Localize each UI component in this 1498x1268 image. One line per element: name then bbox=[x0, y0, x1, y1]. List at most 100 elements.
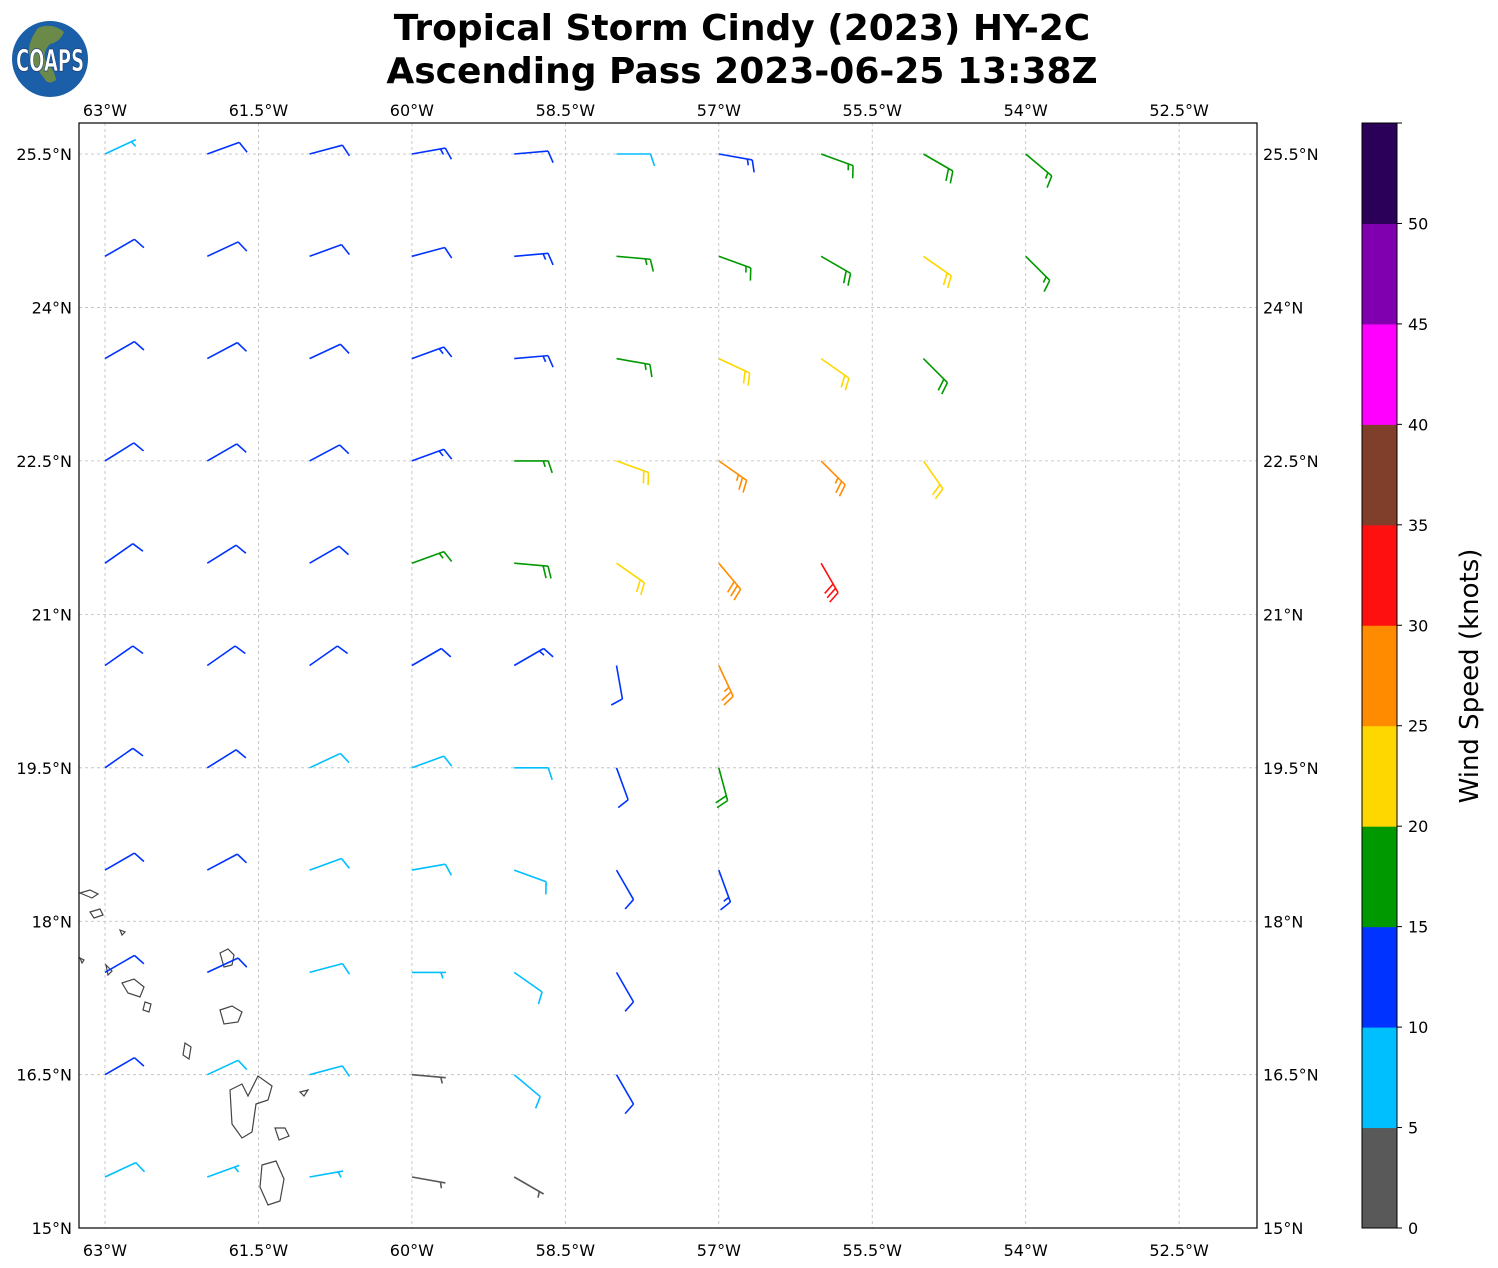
wind-barb bbox=[719, 154, 754, 172]
wind-barb bbox=[207, 646, 245, 666]
lon-tick-label-top: 57°W bbox=[697, 101, 741, 120]
wind-barb bbox=[412, 248, 452, 259]
barb-full bbox=[134, 1058, 143, 1066]
barb-full bbox=[650, 365, 652, 378]
barb-staff bbox=[105, 443, 134, 461]
barb-full bbox=[1044, 280, 1050, 291]
wind-barb bbox=[310, 858, 350, 870]
wind-barb bbox=[310, 245, 350, 257]
wind-barb bbox=[716, 768, 728, 808]
wind-barb bbox=[719, 666, 733, 706]
wind-barb bbox=[310, 546, 349, 563]
barb-half bbox=[539, 651, 544, 655]
barb-staff bbox=[310, 858, 342, 870]
lon-tick-label-top: 58.5°W bbox=[536, 101, 596, 120]
wind-barb bbox=[617, 972, 634, 1011]
colorbar-segment bbox=[1362, 123, 1397, 224]
barb-staff bbox=[105, 748, 133, 768]
wind-barb bbox=[923, 256, 951, 288]
wind-barb bbox=[821, 359, 849, 391]
barb-full bbox=[845, 378, 849, 390]
barb-full bbox=[942, 383, 948, 394]
barb-staff bbox=[207, 958, 238, 972]
barb-full bbox=[743, 480, 747, 492]
barb-staff bbox=[923, 359, 947, 383]
barb-staff bbox=[617, 870, 634, 899]
wind-barb bbox=[207, 1165, 239, 1177]
barb-staff bbox=[923, 154, 952, 171]
barb-full bbox=[841, 375, 845, 387]
barb-full bbox=[134, 955, 143, 963]
wind-barb bbox=[412, 552, 452, 564]
barb-staff bbox=[310, 145, 343, 154]
barb-staff bbox=[514, 1075, 540, 1097]
wind-barb bbox=[719, 870, 731, 910]
title-line-2: Ascending Pass 2023-06-25 13:38Z bbox=[386, 51, 1097, 92]
lat-tick-label-right: 22.5°N bbox=[1263, 452, 1319, 471]
barb-half bbox=[543, 356, 546, 362]
barb-full bbox=[543, 566, 546, 578]
barb-full bbox=[441, 649, 450, 657]
lat-tick-label-right: 16.5°N bbox=[1263, 1066, 1319, 1085]
lat-tick-label-right: 18°N bbox=[1263, 912, 1303, 931]
barb-half bbox=[131, 142, 135, 147]
colorbar-segment bbox=[1362, 726, 1397, 827]
lon-tick-label-bottom: 55.5°W bbox=[843, 1241, 903, 1260]
barb-staff bbox=[310, 546, 339, 563]
barb-staff bbox=[514, 563, 548, 566]
lat-tick-label-left: 24°N bbox=[32, 298, 72, 317]
lon-tick-label-bottom: 54°W bbox=[1004, 1241, 1048, 1260]
barb-full bbox=[611, 699, 622, 705]
colorbar-segment bbox=[1362, 1128, 1397, 1229]
barb-staff bbox=[617, 768, 629, 800]
barb-staff bbox=[207, 242, 238, 256]
barb-staff bbox=[719, 256, 751, 268]
wind-barb bbox=[412, 864, 452, 875]
barb-full bbox=[625, 1104, 633, 1113]
barb-full bbox=[938, 379, 944, 390]
barb-full bbox=[237, 343, 246, 352]
barb-full bbox=[235, 646, 245, 654]
wind-barb bbox=[310, 1171, 343, 1177]
barb-staff bbox=[617, 256, 651, 259]
barb-full bbox=[651, 154, 655, 166]
colorbar-tick-label: 35 bbox=[1408, 516, 1428, 535]
colorbar-segment bbox=[1362, 625, 1397, 726]
barb-full bbox=[134, 239, 143, 247]
lat-tick-label-left: 15°N bbox=[32, 1219, 72, 1238]
lat-tick-label-right: 19.5°N bbox=[1263, 759, 1319, 778]
barb-full bbox=[744, 371, 745, 384]
wind-barb bbox=[821, 563, 838, 602]
wind-barb bbox=[514, 1177, 543, 1198]
barb-full bbox=[637, 580, 641, 592]
barb-staff bbox=[719, 461, 747, 481]
lon-tick-label-bottom: 60°W bbox=[390, 1241, 434, 1260]
barb-half bbox=[645, 259, 646, 265]
barb-staff bbox=[514, 649, 543, 666]
barb-half bbox=[724, 897, 729, 901]
barb-full bbox=[133, 748, 143, 756]
barb-full bbox=[236, 750, 246, 758]
barb-full bbox=[342, 245, 350, 255]
barb-staff bbox=[923, 461, 943, 489]
wind-barb bbox=[207, 142, 247, 154]
wind-barb bbox=[923, 359, 947, 394]
barb-full bbox=[444, 449, 452, 459]
barb-staff bbox=[105, 1163, 136, 1177]
barb-staff bbox=[719, 563, 741, 589]
barb-full bbox=[337, 646, 347, 654]
barb-full bbox=[339, 546, 348, 554]
barb-full bbox=[445, 864, 451, 875]
wind-barb bbox=[821, 256, 850, 285]
barb-staff bbox=[719, 768, 728, 801]
wind-barb bbox=[514, 870, 546, 894]
wind-barb bbox=[310, 344, 350, 358]
wind-barb bbox=[105, 955, 144, 972]
barb-full bbox=[342, 964, 349, 975]
wind-barb bbox=[923, 461, 943, 499]
barb-half bbox=[747, 159, 748, 165]
wind-barb bbox=[105, 1058, 144, 1075]
colorbar-segment bbox=[1362, 324, 1397, 425]
barb-full bbox=[134, 443, 144, 451]
barb-full bbox=[650, 259, 653, 271]
